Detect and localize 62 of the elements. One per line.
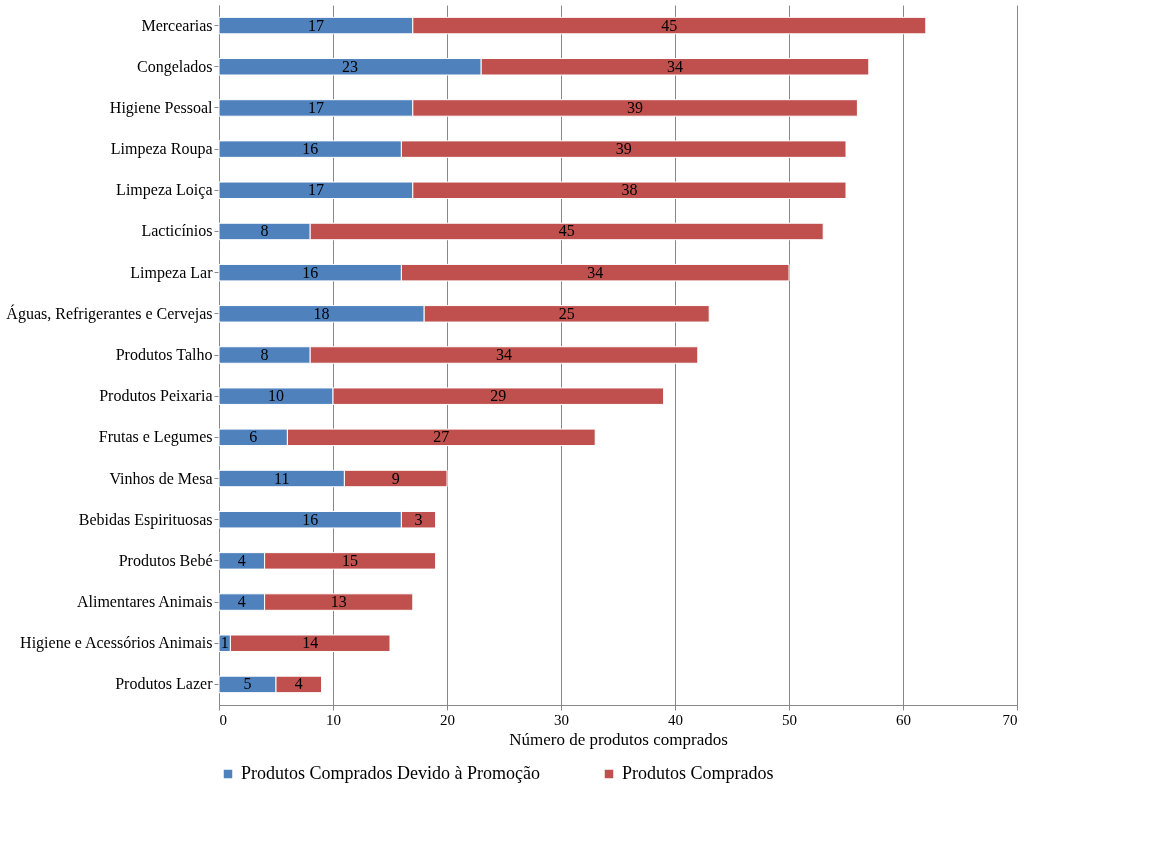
y-tick-label: Mercearias <box>141 16 213 34</box>
data-label: 34 <box>587 263 604 281</box>
data-label: 16 <box>302 263 319 281</box>
data-label: 45 <box>661 16 678 34</box>
y-tick-label: Produtos Bebé <box>118 551 213 569</box>
y-tick-label: Limpeza Loiça <box>116 181 213 200</box>
data-label: 3 <box>414 510 423 528</box>
data-label: 29 <box>490 387 507 405</box>
y-tick-label: Limpeza Roupa <box>110 140 213 159</box>
data-label: 34 <box>667 57 683 75</box>
x-tick-label: 60 <box>896 711 911 728</box>
data-label: 15 <box>342 551 359 569</box>
data-label: 45 <box>558 222 575 240</box>
x-tick-label: 70 <box>1002 711 1018 728</box>
x-tick-label: 0 <box>219 711 227 728</box>
y-tick-label: Produtos Peixaria <box>99 387 213 405</box>
y-tick-label: Produtos Talho <box>115 346 213 363</box>
x-tick-label: 50 <box>782 711 797 728</box>
data-label: 18 <box>313 304 330 322</box>
data-label: 27 <box>433 428 450 446</box>
data-label: 13 <box>330 593 347 611</box>
data-label: 4 <box>237 593 246 611</box>
y-tick-label: Produtos Lazer <box>115 675 214 693</box>
data-label: 23 <box>342 57 359 75</box>
x-tick-label: 40 <box>668 711 683 728</box>
data-label: 8 <box>260 222 269 240</box>
data-label: 5 <box>243 675 252 693</box>
data-label: 8 <box>260 346 269 363</box>
legend-label: Produtos Comprados <box>622 763 774 783</box>
data-label: 14 <box>302 634 319 652</box>
data-label: 25 <box>558 304 575 322</box>
data-label: 11 <box>274 469 290 487</box>
data-label: 17 <box>307 98 324 116</box>
data-label: 39 <box>627 98 644 116</box>
y-tick-label: Congelados <box>136 57 213 76</box>
data-label: 6 <box>249 428 258 446</box>
data-label: 4 <box>294 675 303 693</box>
data-label: 38 <box>621 181 638 199</box>
y-tick-label: Águas, Refrigerantes e Cervejas <box>6 303 213 323</box>
y-tick-label: Higiene Pessoal <box>109 98 214 117</box>
x-tick-label: 10 <box>326 711 341 728</box>
data-label: 34 <box>496 346 512 363</box>
x-axis-title: Número de produtos comprados <box>509 729 728 749</box>
y-tick-label: Limpeza Lar <box>130 263 214 282</box>
data-label: 16 <box>302 140 319 158</box>
data-label: 4 <box>237 551 246 569</box>
y-tick-label: Vinhos de Mesa <box>109 469 213 487</box>
y-tick-label: Bebidas Espirituosas <box>78 510 213 529</box>
data-label: 10 <box>268 387 284 405</box>
data-label: 16 <box>302 510 319 528</box>
legend-label: Produtos Comprados Devido à Promoção <box>241 763 540 783</box>
data-label: 39 <box>615 140 632 158</box>
data-label: 17 <box>307 16 324 34</box>
x-tick-label: 20 <box>440 711 455 728</box>
y-tick-label: Alimentares Animais <box>76 593 213 611</box>
y-tick-label: Higiene e Acessórios Animais <box>20 634 213 653</box>
data-label: 17 <box>307 181 324 199</box>
y-tick-label: Frutas e Legumes <box>98 428 213 447</box>
y-tick-label: Lacticínios <box>141 222 213 240</box>
x-tick-label: 30 <box>554 711 569 728</box>
data-label: 9 <box>391 469 400 487</box>
data-label: 1 <box>220 634 229 652</box>
